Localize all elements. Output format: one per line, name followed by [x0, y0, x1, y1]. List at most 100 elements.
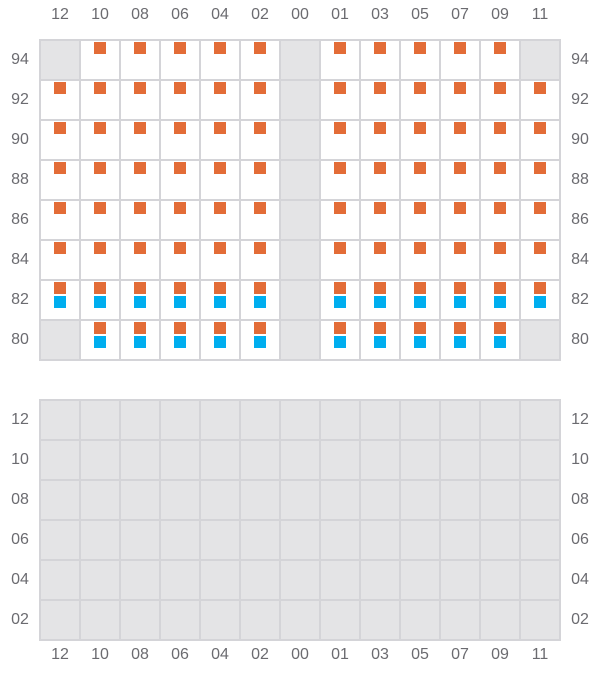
slot-cell[interactable]: [160, 520, 200, 560]
slot-cell[interactable]: [120, 440, 160, 480]
slot-cell[interactable]: [120, 320, 160, 360]
slot-cell[interactable]: [120, 560, 160, 600]
slot-cell[interactable]: [280, 240, 320, 280]
slot-cell[interactable]: [200, 480, 240, 520]
slot-cell[interactable]: [440, 440, 480, 480]
slot-cell[interactable]: [200, 440, 240, 480]
slot-cell[interactable]: [440, 200, 480, 240]
slot-cell[interactable]: [120, 240, 160, 280]
slot-cell[interactable]: [200, 200, 240, 240]
slot-cell[interactable]: [240, 520, 280, 560]
slot-cell[interactable]: [240, 280, 280, 320]
slot-cell[interactable]: [120, 120, 160, 160]
slot-cell[interactable]: [240, 560, 280, 600]
slot-cell[interactable]: [520, 240, 560, 280]
slot-cell[interactable]: [80, 560, 120, 600]
slot-cell[interactable]: [280, 480, 320, 520]
slot-cell[interactable]: [240, 80, 280, 120]
slot-cell[interactable]: [80, 40, 120, 80]
slot-cell[interactable]: [440, 480, 480, 520]
slot-cell[interactable]: [280, 560, 320, 600]
slot-cell[interactable]: [360, 120, 400, 160]
slot-cell[interactable]: [160, 240, 200, 280]
slot-cell[interactable]: [480, 280, 520, 320]
slot-cell[interactable]: [400, 80, 440, 120]
slot-cell[interactable]: [440, 320, 480, 360]
slot-cell[interactable]: [520, 200, 560, 240]
slot-cell[interactable]: [360, 240, 400, 280]
slot-cell[interactable]: [480, 520, 520, 560]
slot-cell[interactable]: [440, 280, 480, 320]
slot-cell[interactable]: [200, 280, 240, 320]
slot-cell[interactable]: [520, 480, 560, 520]
slot-cell[interactable]: [400, 240, 440, 280]
slot-cell[interactable]: [200, 40, 240, 80]
slot-cell[interactable]: [280, 120, 320, 160]
slot-cell[interactable]: [200, 240, 240, 280]
slot-cell[interactable]: [360, 480, 400, 520]
slot-cell[interactable]: [320, 120, 360, 160]
slot-cell[interactable]: [280, 200, 320, 240]
slot-cell[interactable]: [480, 440, 520, 480]
slot-cell[interactable]: [440, 120, 480, 160]
slot-cell[interactable]: [160, 280, 200, 320]
slot-cell[interactable]: [240, 240, 280, 280]
slot-cell[interactable]: [320, 520, 360, 560]
slot-cell[interactable]: [200, 560, 240, 600]
slot-cell[interactable]: [400, 200, 440, 240]
slot-cell[interactable]: [520, 600, 560, 640]
slot-cell[interactable]: [320, 200, 360, 240]
slot-cell[interactable]: [320, 560, 360, 600]
slot-cell[interactable]: [400, 440, 440, 480]
slot-cell[interactable]: [280, 440, 320, 480]
slot-cell[interactable]: [520, 120, 560, 160]
slot-cell[interactable]: [320, 160, 360, 200]
slot-cell[interactable]: [480, 600, 520, 640]
slot-cell[interactable]: [320, 600, 360, 640]
slot-cell[interactable]: [200, 80, 240, 120]
slot-cell[interactable]: [120, 280, 160, 320]
slot-cell[interactable]: [40, 120, 80, 160]
slot-cell[interactable]: [160, 560, 200, 600]
slot-cell[interactable]: [80, 440, 120, 480]
slot-cell[interactable]: [80, 520, 120, 560]
slot-cell[interactable]: [320, 440, 360, 480]
slot-cell[interactable]: [400, 120, 440, 160]
slot-cell[interactable]: [400, 480, 440, 520]
slot-cell[interactable]: [480, 480, 520, 520]
slot-cell[interactable]: [360, 200, 400, 240]
slot-cell[interactable]: [120, 520, 160, 560]
slot-cell[interactable]: [120, 80, 160, 120]
slot-cell[interactable]: [360, 600, 400, 640]
slot-cell[interactable]: [120, 200, 160, 240]
slot-cell[interactable]: [160, 320, 200, 360]
slot-cell[interactable]: [240, 440, 280, 480]
slot-cell[interactable]: [360, 520, 400, 560]
slot-cell[interactable]: [160, 200, 200, 240]
slot-cell[interactable]: [40, 240, 80, 280]
slot-cell[interactable]: [160, 40, 200, 80]
slot-cell[interactable]: [200, 120, 240, 160]
slot-cell[interactable]: [80, 200, 120, 240]
slot-cell[interactable]: [400, 280, 440, 320]
slot-cell[interactable]: [40, 560, 80, 600]
slot-cell[interactable]: [120, 400, 160, 440]
slot-cell[interactable]: [160, 120, 200, 160]
slot-cell[interactable]: [360, 560, 400, 600]
slot-cell[interactable]: [280, 80, 320, 120]
slot-cell[interactable]: [360, 40, 400, 80]
slot-cell[interactable]: [80, 80, 120, 120]
slot-cell[interactable]: [520, 280, 560, 320]
slot-cell[interactable]: [40, 80, 80, 120]
slot-cell[interactable]: [360, 80, 400, 120]
slot-cell[interactable]: [40, 160, 80, 200]
slot-cell[interactable]: [280, 280, 320, 320]
slot-cell[interactable]: [480, 240, 520, 280]
slot-cell[interactable]: [240, 160, 280, 200]
slot-cell[interactable]: [80, 280, 120, 320]
slot-cell[interactable]: [480, 320, 520, 360]
slot-cell[interactable]: [480, 160, 520, 200]
slot-cell[interactable]: [40, 600, 80, 640]
slot-cell[interactable]: [240, 200, 280, 240]
slot-cell[interactable]: [320, 480, 360, 520]
